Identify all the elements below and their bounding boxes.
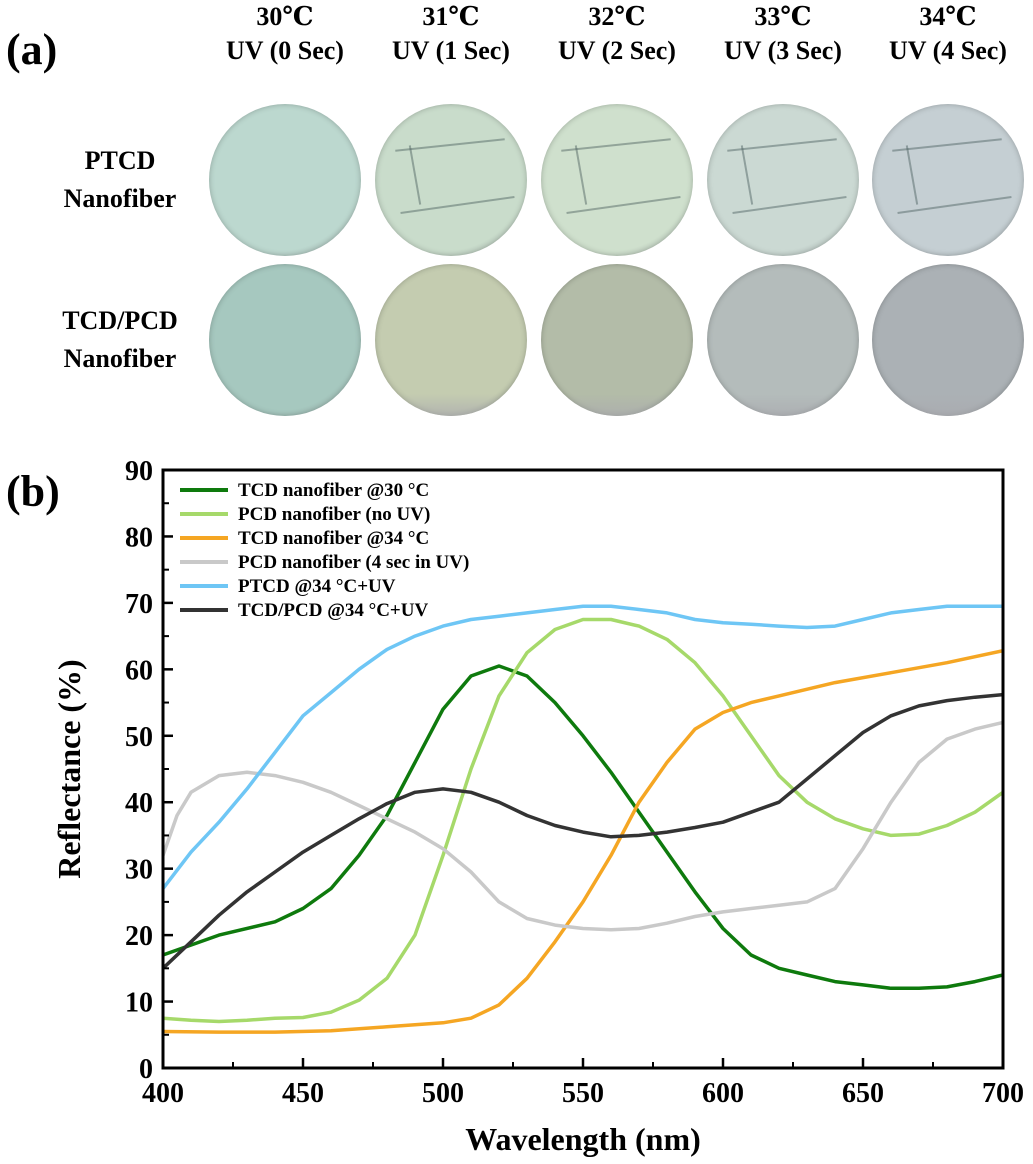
column-header: 34℃ UV (4 Sec) [868, 0, 1028, 68]
series-line [163, 692, 1003, 971]
row-label-line1: PTCD [84, 146, 156, 175]
sample-disc [707, 104, 859, 256]
y-axis-label: Reflectance (%) [51, 659, 87, 878]
x-tick-label: 600 [702, 1078, 744, 1109]
column-temperature: 33℃ [754, 2, 812, 31]
x-axis-label: Wavelength (nm) [465, 1121, 701, 1157]
sample-disc [209, 264, 361, 416]
sample-disc [541, 104, 693, 256]
y-tick-label: 90 [125, 456, 153, 487]
legend-label: PCD nanofiber (4 sec in UV) [238, 552, 469, 573]
edge-sheen [872, 394, 1024, 416]
column-uv-time: UV (3 Sec) [724, 36, 842, 65]
row-label-line2: Nanofiber [63, 184, 177, 213]
column-uv-time: UV (4 Sec) [889, 36, 1007, 65]
y-tick-label: 20 [125, 921, 153, 952]
y-tick-label: 40 [125, 788, 153, 819]
legend-label: PTCD @34 °C+UV [238, 576, 396, 597]
series-line [163, 664, 1003, 991]
y-tick-label: 10 [125, 988, 153, 1019]
column-header: 31℃ UV (1 Sec) [371, 0, 531, 68]
sample-disc [872, 264, 1024, 416]
series-line [163, 720, 1003, 932]
edge-sheen [707, 394, 859, 416]
plot-frame [161, 468, 1005, 1070]
surface-crack [740, 145, 754, 205]
panel-b-label: (b) [6, 467, 60, 516]
surface-crack [905, 145, 919, 205]
legend-label: TCD nanofiber @30 °C [238, 480, 429, 501]
column-uv-time: UV (0 Sec) [226, 36, 344, 65]
x-tick-label: 400 [142, 1078, 184, 1109]
y-tick-label: 30 [125, 855, 153, 886]
row-header: TCD/PCD Nanofiber [25, 302, 215, 378]
series-line [163, 604, 1003, 891]
legend-label: PCD nanofiber (no UV) [238, 504, 430, 525]
legend-label: TCD/PCD @34 °C+UV [238, 600, 428, 621]
column-header: 30℃ UV (0 Sec) [205, 0, 365, 68]
edge-sheen [541, 394, 693, 416]
panel-a-label: (a) [6, 25, 58, 74]
column-temperature: 31℃ [422, 2, 480, 31]
x-tick-label: 550 [562, 1078, 604, 1109]
edge-sheen [375, 394, 527, 416]
y-tick-label: 70 [125, 589, 153, 620]
column-temperature: 34℃ [919, 2, 977, 31]
series-line [163, 648, 1003, 1034]
x-tick-label: 700 [982, 1078, 1024, 1109]
sample-disc [375, 104, 527, 256]
column-uv-time: UV (1 Sec) [392, 36, 510, 65]
x-tick-label: 450 [282, 1078, 324, 1109]
y-tick-label: 0 [139, 1054, 153, 1085]
sample-disc [209, 104, 361, 256]
column-temperature: 32℃ [588, 2, 646, 31]
column-header: 33℃ UV (3 Sec) [703, 0, 863, 68]
surface-crack [574, 145, 588, 205]
series-line [163, 617, 1003, 1024]
row-header: PTCD Nanofiber [25, 142, 215, 218]
row-label-line1: TCD/PCD [62, 306, 178, 335]
legend-label: TCD nanofiber @34 °C [238, 528, 429, 549]
row-label-line2: Nanofiber [63, 344, 177, 373]
sample-disc [541, 264, 693, 416]
sample-disc [707, 264, 859, 416]
x-tick-label: 650 [842, 1078, 884, 1109]
column-temperature: 30℃ [256, 2, 314, 31]
y-tick-label: 50 [125, 722, 153, 753]
sample-disc [375, 264, 527, 416]
column-uv-time: UV (2 Sec) [558, 36, 676, 65]
y-tick-label: 80 [125, 522, 153, 553]
surface-crack [408, 145, 422, 205]
sample-disc [872, 104, 1024, 256]
x-tick-label: 500 [422, 1078, 464, 1109]
y-tick-label: 60 [125, 655, 153, 686]
column-header: 32℃ UV (2 Sec) [537, 0, 697, 68]
